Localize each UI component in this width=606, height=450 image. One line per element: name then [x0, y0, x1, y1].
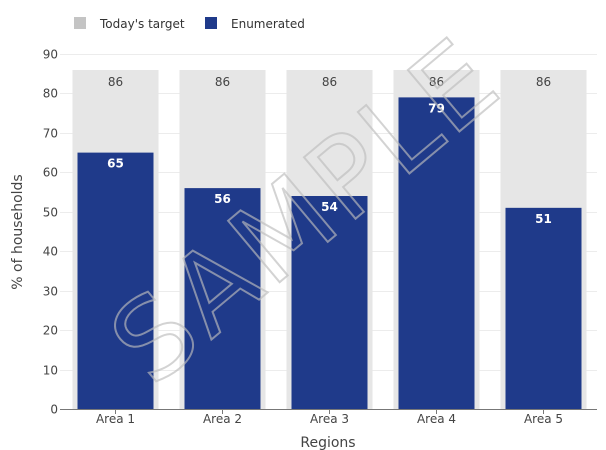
y-tick-label: 80 [43, 87, 58, 101]
enumerated-value-label: 56 [214, 192, 231, 206]
target-value-label: 86 [322, 75, 337, 89]
y-tick-label: 30 [43, 285, 58, 299]
y-tick-label: 70 [43, 127, 58, 141]
y-axis-title: % of households [10, 174, 26, 289]
x-tick-label: Area 5 [524, 412, 563, 426]
x-axis-title: Regions [300, 435, 355, 450]
y-tick-label: 20 [43, 324, 58, 338]
enumerated-bar [291, 196, 368, 409]
legend-label-enumerated: Enumerated [231, 17, 305, 31]
enumerated-bar [398, 97, 475, 409]
legend: Today's target Enumerated [74, 17, 305, 31]
x-tick-label: Area 4 [417, 412, 456, 426]
target-value-label: 86 [215, 75, 230, 89]
legend-swatch-target [74, 17, 86, 29]
target-value-label: 86 [108, 75, 123, 89]
enumerated-bar [505, 207, 582, 409]
enumerated-bars: 65 56 54 79 51 [77, 97, 582, 409]
y-tick-label: 40 [43, 245, 58, 259]
enumerated-value-label: 65 [107, 157, 124, 171]
y-tick-label: 10 [43, 364, 58, 378]
target-value-label: 86 [429, 75, 444, 89]
y-tick-label: 90 [43, 48, 58, 62]
x-tick-label: Area 3 [310, 412, 349, 426]
enumerated-bar [77, 152, 154, 409]
legend-label-target: Today's target [99, 17, 185, 31]
target-value-label: 86 [536, 75, 551, 89]
enumerated-value-label: 54 [321, 200, 338, 214]
y-tick-label: 50 [43, 206, 58, 220]
legend-swatch-enumerated [205, 17, 217, 29]
enumerated-bar [184, 188, 261, 409]
enumerated-value-label: 51 [535, 212, 552, 226]
y-tick-label: 0 [50, 403, 58, 417]
y-tick-label: 60 [43, 166, 58, 180]
y-axis-ticks: 0 10 20 30 40 50 60 70 80 90 [43, 48, 58, 417]
x-tick-label: Area 1 [96, 412, 135, 426]
enumerated-value-label: 79 [428, 101, 445, 115]
x-axis-ticks: Area 1 Area 2 Area 3 Area 4 Area 5 [96, 409, 563, 426]
x-tick-label: Area 2 [203, 412, 242, 426]
